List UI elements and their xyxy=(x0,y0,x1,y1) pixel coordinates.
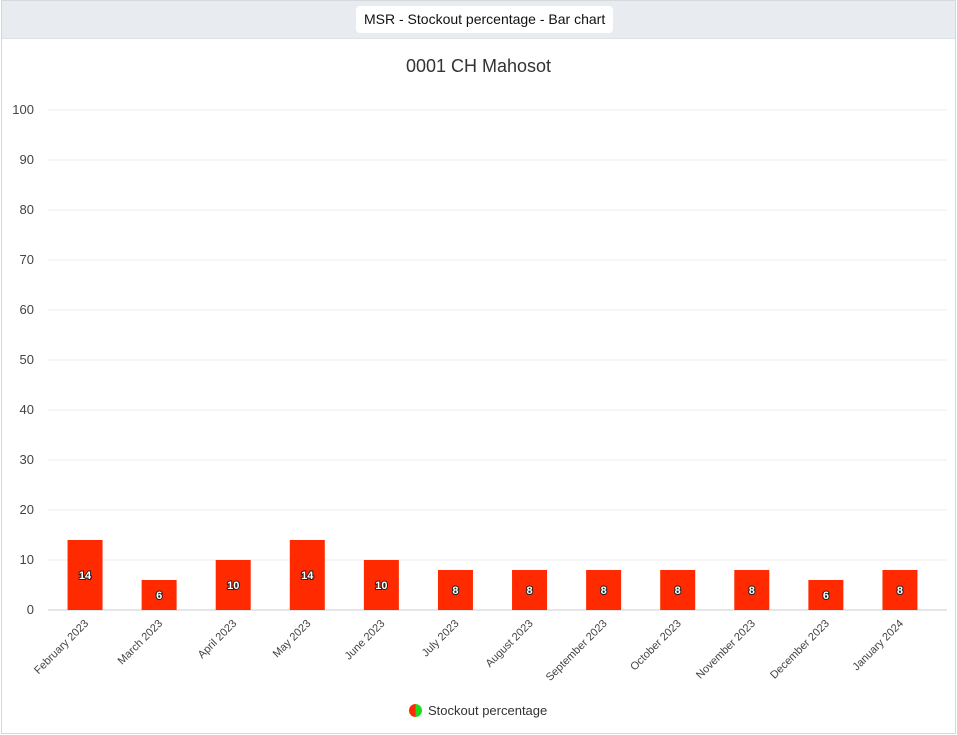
bar[interactable] xyxy=(437,570,473,610)
x-tick-label: August 2023 xyxy=(483,618,535,670)
y-tick-label: 70 xyxy=(20,252,34,267)
x-tick-label: November 2023 xyxy=(694,618,758,682)
bar[interactable] xyxy=(586,570,622,610)
bar[interactable] xyxy=(512,570,548,610)
x-tick-label: September 2023 xyxy=(544,618,610,684)
bar[interactable] xyxy=(141,580,177,610)
data-label: 8 xyxy=(526,585,532,597)
data-label: 8 xyxy=(675,585,681,597)
data-label: 8 xyxy=(897,585,903,597)
x-tick-label: February 2023 xyxy=(32,618,91,677)
bar[interactable] xyxy=(215,560,251,610)
bar[interactable] xyxy=(289,540,325,610)
bar[interactable] xyxy=(734,570,770,610)
x-tick-label: March 2023 xyxy=(116,618,166,668)
bar[interactable] xyxy=(808,580,844,610)
legend-swatch-icon xyxy=(409,703,422,717)
x-tick-label: May 2023 xyxy=(271,618,314,661)
x-tick-label: April 2023 xyxy=(196,618,240,662)
data-label: 14 xyxy=(301,570,314,582)
legend[interactable]: Stockout percentage xyxy=(409,702,547,718)
legend-label: Stockout percentage xyxy=(428,702,548,718)
y-tick-label: 90 xyxy=(20,152,34,167)
y-tick-label: 80 xyxy=(20,202,34,217)
bar[interactable] xyxy=(660,570,696,610)
y-tick-label: 40 xyxy=(20,402,34,417)
panel-header: MSR - Stockout percentage - Bar chart xyxy=(2,1,955,39)
data-label: 8 xyxy=(749,585,755,597)
data-label: 10 xyxy=(227,580,239,592)
data-label: 6 xyxy=(823,590,829,602)
bar[interactable] xyxy=(363,560,399,610)
y-tick-label: 60 xyxy=(20,302,34,317)
bar[interactable] xyxy=(882,570,918,610)
data-label: 8 xyxy=(452,585,458,597)
y-tick-label: 50 xyxy=(20,352,34,367)
y-tick-label: 100 xyxy=(12,102,34,117)
y-tick-label: 0 xyxy=(27,602,34,617)
x-tick-label: June 2023 xyxy=(343,618,388,663)
y-tick-label: 20 xyxy=(20,502,34,517)
x-tick-label: December 2023 xyxy=(768,618,832,682)
x-tick-label: January 2024 xyxy=(850,618,906,674)
data-label: 6 xyxy=(156,590,162,602)
data-label: 8 xyxy=(601,585,607,597)
data-label: 14 xyxy=(79,570,92,582)
data-label: 10 xyxy=(375,580,387,592)
chart-title: 0001 CH Mahosot xyxy=(405,56,552,76)
y-tick-label: 10 xyxy=(20,552,34,567)
x-tick-label: October 2023 xyxy=(628,618,684,674)
y-tick-label: 30 xyxy=(20,452,34,467)
bar[interactable] xyxy=(67,540,103,610)
x-tick-label: July 2023 xyxy=(420,618,462,660)
chart-tab-label[interactable]: MSR - Stockout percentage - Bar chart xyxy=(356,6,614,33)
